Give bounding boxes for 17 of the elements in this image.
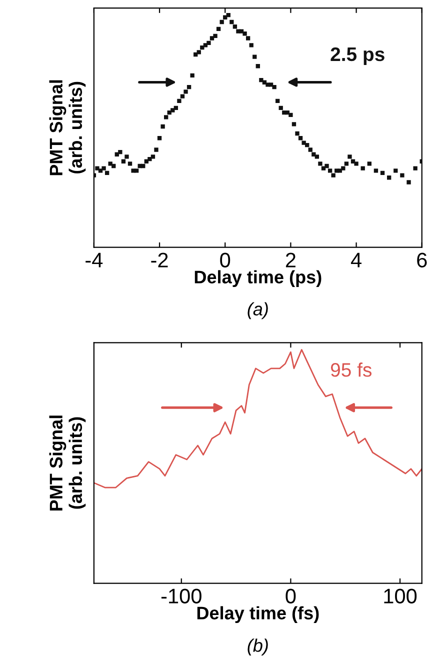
text: (b)	[248, 638, 268, 656]
x-axis-title: Delay time (ps)	[194, 270, 322, 288]
annotation: 95 fs	[330, 362, 372, 377]
x-tick-label: 6	[417, 252, 427, 268]
text: (a)	[248, 302, 268, 320]
x-tick-label: -100	[161, 588, 202, 604]
x-tick-label: 2	[286, 252, 296, 268]
x-tick-label: 100	[384, 588, 417, 604]
x-tick-label: 4	[350, 252, 362, 268]
y-axis-title: PMT Signal (arb. units)	[49, 80, 86, 176]
annotation: 2.5 ps	[330, 47, 384, 65]
x-tick-label: -4	[86, 252, 103, 268]
x-tick-label: -2	[151, 252, 168, 268]
y-axis-title: PMT Signal (arb. units)	[49, 416, 86, 510]
x-tick-label: 0	[286, 588, 296, 604]
x-axis-title: Delay time (fs)	[197, 606, 319, 624]
x-tick-label: 0	[220, 252, 230, 268]
